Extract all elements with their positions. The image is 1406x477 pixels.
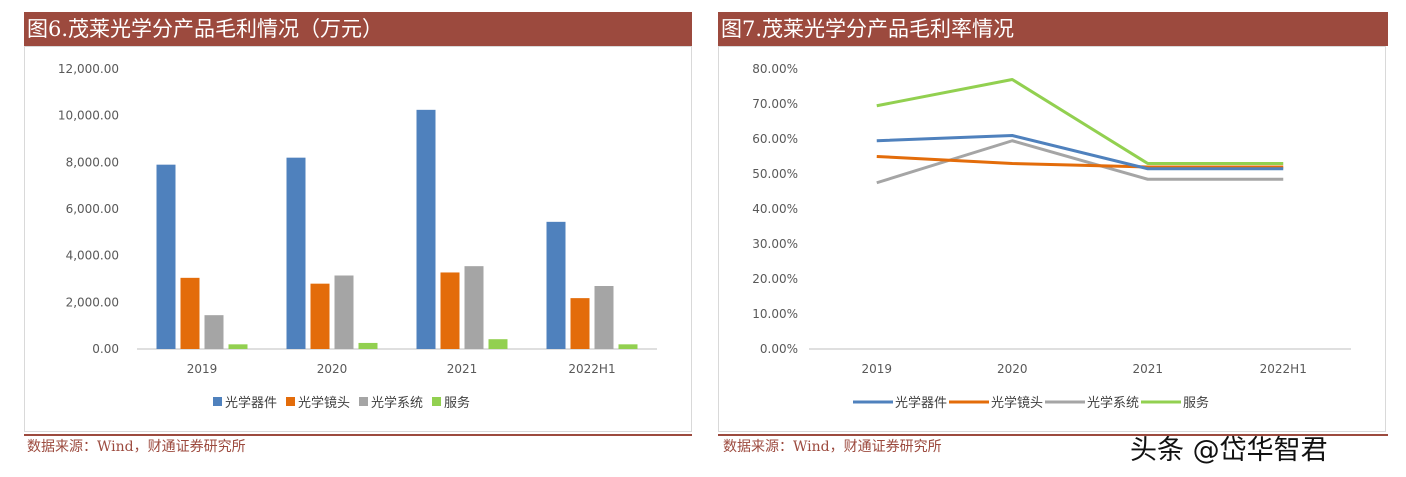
chart-area: 0.00 2,000.00 4,000.00 6,000.00 8,000.00 10,0… <box>24 46 692 432</box>
legend-label: 服务 <box>444 395 470 411</box>
y-tick-label: 10.00% <box>752 307 798 321</box>
series-line <box>876 155 1284 169</box>
legend-label: 光学系统 <box>1087 395 1139 411</box>
divider <box>24 434 692 436</box>
y-tick-label: 0.00% <box>760 342 798 356</box>
series-line <box>876 78 1284 165</box>
y-tick-label: 10,000.00 <box>58 109 119 123</box>
y-tick-label: 6,000.00 <box>66 202 119 216</box>
bar <box>440 272 460 349</box>
bar-chart-panel: 图6.茂莱光学分产品毛利情况（万元） 0.00 2,000.00 4,000.00 6… <box>24 12 692 436</box>
line-chart-panel: 图7.茂莱光学分产品毛利率情况 0.00% 10.00% 20.00% 30.00% 4… <box>718 12 1388 436</box>
legend-label: 光学系统 <box>371 395 423 411</box>
legend-label: 光学器件 <box>225 395 277 411</box>
series-line <box>876 139 1284 185</box>
x-tick-label: 2020 <box>997 362 1028 376</box>
legend-swatch <box>359 397 368 406</box>
x-tick-label: 2019 <box>861 362 892 376</box>
y-tick-label: 8,000.00 <box>66 155 119 169</box>
watermark: 头条 @岱华智君 <box>1130 435 1328 466</box>
x-tick-label: 2020 <box>317 362 348 376</box>
legend-label: 光学器件 <box>895 395 947 411</box>
y-tick-label: 40.00% <box>752 202 798 216</box>
bar <box>358 342 378 349</box>
legend-label: 服务 <box>1183 395 1209 411</box>
y-tick-label: 80.00% <box>752 62 798 76</box>
bar <box>228 344 248 349</box>
bar <box>156 164 176 349</box>
chart-title: 图6.茂莱光学分产品毛利情况（万元） <box>24 12 692 46</box>
x-tick-label: 2021 <box>1132 362 1163 376</box>
y-tick-label: 60.00% <box>752 132 798 146</box>
y-tick-label: 12,000.00 <box>58 62 119 76</box>
y-tick-label: 0.00 <box>92 342 119 356</box>
y-tick-label: 30.00% <box>752 237 798 251</box>
legend-swatch <box>286 397 295 406</box>
bar <box>310 283 330 349</box>
y-tick-label: 70.00% <box>752 97 798 111</box>
bar <box>180 277 200 349</box>
bar <box>618 344 638 349</box>
legend-swatch <box>432 397 441 406</box>
divider <box>718 434 1388 436</box>
y-tick-label: 4,000.00 <box>66 249 119 263</box>
x-tick-label: 2019 <box>187 362 218 376</box>
bar <box>594 286 614 349</box>
line-chart: 0.00% 10.00% 20.00% 30.00% 40.00% 50.00% 60.00… <box>752 62 1351 411</box>
bar <box>204 315 224 349</box>
legend-swatch <box>213 397 222 406</box>
series-line <box>876 134 1284 171</box>
y-tick-label: 50.00% <box>752 167 798 181</box>
bar <box>546 221 566 349</box>
y-tick-label: 20.00% <box>752 272 798 286</box>
bar <box>286 157 306 349</box>
y-tick-label: 2,000.00 <box>66 295 119 309</box>
x-tick-label: 2021 <box>447 362 478 376</box>
bar <box>416 109 436 349</box>
bar <box>570 298 590 349</box>
legend-label: 光学镜头 <box>298 395 350 411</box>
bar <box>334 275 354 349</box>
bar <box>464 266 484 349</box>
data-source-note: 数据来源：Wind，财通证券研究所 <box>723 439 942 455</box>
chart-title: 图7.茂莱光学分产品毛利率情况 <box>718 12 1388 46</box>
x-tick-label: 2022H1 <box>1260 362 1307 376</box>
bar-chart: 0.00 2,000.00 4,000.00 6,000.00 8,000.00 10,0… <box>58 62 657 411</box>
x-tick-label: 2022H1 <box>568 362 615 376</box>
data-source-note: 数据来源：Wind，财通证券研究所 <box>27 439 246 455</box>
bar <box>488 339 508 349</box>
chart-area: 0.00% 10.00% 20.00% 30.00% 40.00% 50.00% 60.00… <box>718 46 1386 432</box>
legend-label: 光学镜头 <box>991 395 1043 411</box>
